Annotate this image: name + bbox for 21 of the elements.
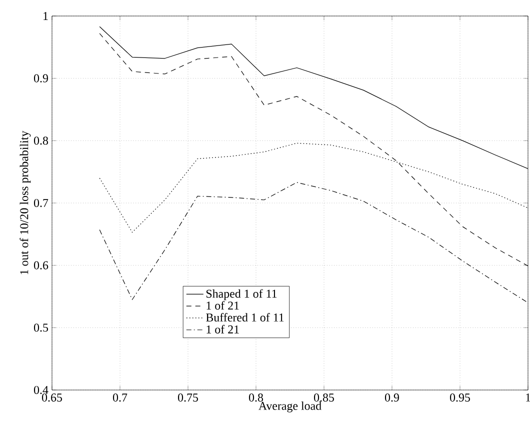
x-tick-label: 0.85 [314, 394, 334, 402]
y-tick-label: 1 [44, 12, 48, 20]
legend-label: 1 of 21 [206, 324, 239, 334]
legend-label: Shaped 1 of 11 [206, 289, 277, 300]
x-tick-label: 0.9 [384, 394, 399, 402]
legend-label: Buffered 1 of 11 [206, 313, 284, 322]
y-tick-label: 0.4 [34, 386, 48, 394]
x-tick-label: 1 [526, 394, 530, 402]
x-tick-label: 0.65 [42, 394, 62, 402]
y-tick-label: 0.9 [34, 74, 48, 82]
x-axis-title: Average load [258, 402, 322, 412]
legend-label: 1 of 21 [206, 301, 239, 310]
x-tick-label: 0.95 [450, 394, 470, 402]
y-axis-title: 1 out of 10/20 loss probability [20, 130, 31, 274]
y-tick-label: 0.6 [34, 261, 48, 270]
x-tick-label: 0.7 [112, 394, 128, 402]
x-tick-label: 0.8 [248, 394, 264, 402]
y-tick-label: 0.7 [34, 198, 48, 208]
y-tick-label: 0.8 [34, 136, 48, 145]
x-tick-label: 0.75 [178, 394, 198, 402]
y-tick-label: 0.5 [34, 324, 48, 332]
